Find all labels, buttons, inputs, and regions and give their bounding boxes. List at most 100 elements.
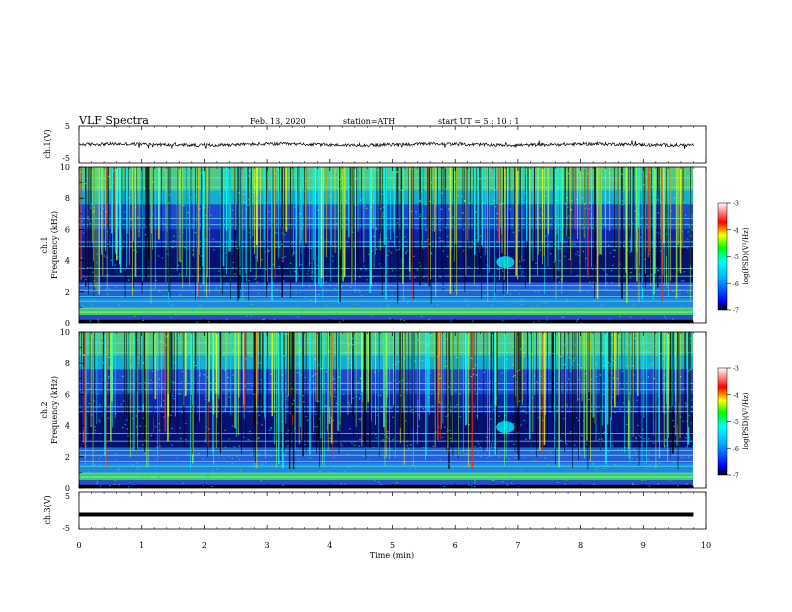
spectrogram-speckle (138, 194, 140, 196)
spectrogram-speckle (658, 232, 660, 234)
spectrogram-speckle (556, 188, 558, 190)
spectrogram-speckle (613, 249, 615, 251)
spectrogram-speckle (588, 281, 591, 283)
spectrogram-speckle (101, 336, 103, 339)
spectrogram-speckle (376, 475, 378, 477)
spectrogram-speckle (490, 418, 492, 420)
spectrogram-speckle (601, 352, 603, 354)
spectrogram-speckle (205, 349, 207, 351)
spectrogram-speckle (539, 249, 542, 251)
spectrogram-speckle (547, 463, 549, 466)
spectrogram-speckle (154, 312, 156, 314)
spectrogram-speckle (187, 212, 189, 214)
spectrogram-speckle (468, 202, 471, 204)
spectrogram-speckle (479, 256, 482, 258)
spectrogram-speckle (605, 288, 607, 290)
spectrogram-band (79, 463, 693, 474)
spectrogram-speckle (559, 439, 562, 442)
spectrogram-speckle (149, 449, 151, 451)
spectrogram-speckle (637, 213, 640, 215)
spectrogram-speckle (260, 378, 263, 381)
spectrogram-speckle (475, 383, 477, 385)
spectrogram-speckle (406, 250, 409, 252)
spectrogram-speckle (576, 320, 578, 322)
spectrogram-speckle (370, 206, 373, 208)
spectrogram-speckle (357, 288, 360, 290)
spectrogram-speckle (356, 464, 358, 467)
spectrogram-speckle (601, 167, 603, 169)
spectrogram-speckle (525, 171, 528, 174)
spectrogram-speckle (258, 224, 260, 226)
spectrogram-speckle (521, 275, 524, 277)
spectrogram-speckle (679, 231, 681, 233)
spectrogram-speckle (126, 428, 129, 430)
spectrogram-speckle (562, 418, 565, 420)
spectrogram-speckle (499, 203, 502, 205)
spectrogram-speckle (596, 466, 599, 468)
spectrogram-speckle (136, 216, 139, 218)
spectrogram-speckle (81, 245, 83, 247)
spectrogram-speckle (519, 260, 521, 263)
spectrogram-speckle (677, 269, 680, 272)
spectrogram-speckle (88, 219, 90, 221)
spectrogram-speckle (90, 207, 92, 209)
spectrogram-speckle (172, 247, 174, 249)
spectrogram-speckle (491, 479, 494, 482)
spectrogram-speckle (422, 408, 424, 410)
spectrogram-speckle (498, 456, 501, 458)
spectrogram-speckle (536, 305, 539, 307)
spectrogram-speckle (107, 356, 110, 359)
spectrogram-speckle (516, 370, 519, 372)
spectrogram-speckle (181, 412, 183, 414)
spectrogram-speckle (96, 183, 99, 185)
spectrogram-speckle (563, 311, 565, 313)
spectrogram-speckle (99, 404, 101, 406)
spectrogram-speckle (570, 309, 572, 311)
spectrogram-speckle (176, 457, 179, 459)
spectrogram-speckle (438, 229, 441, 231)
spectrogram-speckle (581, 435, 583, 437)
spectrogram-speckle (211, 485, 213, 487)
spectrogram-speckle (637, 424, 639, 426)
spectrogram-speckle (174, 361, 176, 364)
spectrogram-speckle (261, 167, 264, 169)
spectrogram-speckle (589, 174, 592, 177)
spectrogram-speckle (102, 362, 104, 364)
spectrogram-speckle (316, 264, 319, 267)
spectrogram-speckle (417, 339, 420, 342)
spectrogram-speckle (655, 355, 657, 357)
spectrogram-speckle (446, 428, 449, 430)
spectrogram-speckle (138, 230, 140, 232)
spectrogram-speckle (551, 479, 554, 481)
spectrogram-speckle (604, 221, 606, 223)
spectrogram-speckle (610, 270, 613, 272)
spectrogram-speckle (94, 217, 96, 219)
spectrogram-speckle (263, 183, 265, 186)
spectrogram-speckle (650, 363, 653, 365)
spectrogram-speckle (223, 333, 226, 335)
spectrogram-speckle (171, 381, 174, 383)
spectrogram-speckle (206, 476, 208, 478)
spectrogram-speckle (348, 357, 350, 360)
spectrogram-speckle (120, 247, 122, 249)
spectrogram-speckle (507, 182, 509, 185)
spectrogram-speckle (274, 173, 277, 175)
spectrogram-speckle (521, 460, 523, 462)
spectrogram-speckle (209, 381, 211, 383)
spectrogram-speckle (270, 300, 273, 302)
spectrogram-speckle (110, 186, 112, 188)
spectrogram-speckle (492, 479, 495, 482)
spectrogram-speckle (367, 433, 369, 435)
spectrogram-speckle (442, 250, 445, 252)
spectrogram-speckle (611, 172, 613, 174)
spectrogram-speckle (638, 273, 641, 275)
spectrogram-speckle (379, 306, 381, 308)
spectrogram-speckle (224, 429, 226, 431)
spectrogram-speckle (91, 203, 93, 205)
spectrogram-speckle (578, 398, 580, 400)
spectrogram-speckle (337, 472, 339, 474)
spectrogram-speckle (103, 255, 106, 257)
spectrogram-speckle (436, 304, 439, 306)
spectrogram-speckle (121, 427, 124, 429)
spectrogram-speckle (624, 465, 626, 467)
